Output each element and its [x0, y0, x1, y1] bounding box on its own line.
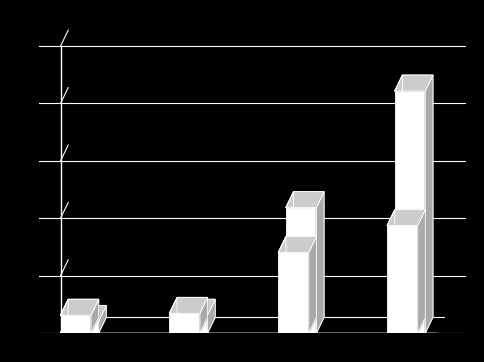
Polygon shape	[316, 192, 323, 333]
Polygon shape	[417, 210, 424, 333]
Polygon shape	[199, 298, 207, 333]
Polygon shape	[207, 299, 215, 333]
FancyBboxPatch shape	[177, 315, 207, 333]
Polygon shape	[278, 236, 316, 252]
Polygon shape	[169, 298, 207, 313]
FancyBboxPatch shape	[169, 313, 199, 333]
Polygon shape	[386, 210, 424, 226]
Polygon shape	[98, 306, 106, 333]
Polygon shape	[286, 192, 323, 207]
FancyBboxPatch shape	[60, 315, 91, 333]
FancyBboxPatch shape	[278, 252, 308, 333]
FancyBboxPatch shape	[286, 207, 316, 333]
Polygon shape	[60, 299, 98, 315]
FancyBboxPatch shape	[394, 91, 424, 333]
Polygon shape	[394, 75, 432, 91]
FancyBboxPatch shape	[68, 321, 98, 333]
FancyBboxPatch shape	[386, 226, 417, 333]
Polygon shape	[91, 299, 98, 333]
Polygon shape	[424, 75, 432, 333]
Polygon shape	[68, 306, 106, 321]
Polygon shape	[177, 299, 215, 315]
Polygon shape	[308, 236, 316, 333]
